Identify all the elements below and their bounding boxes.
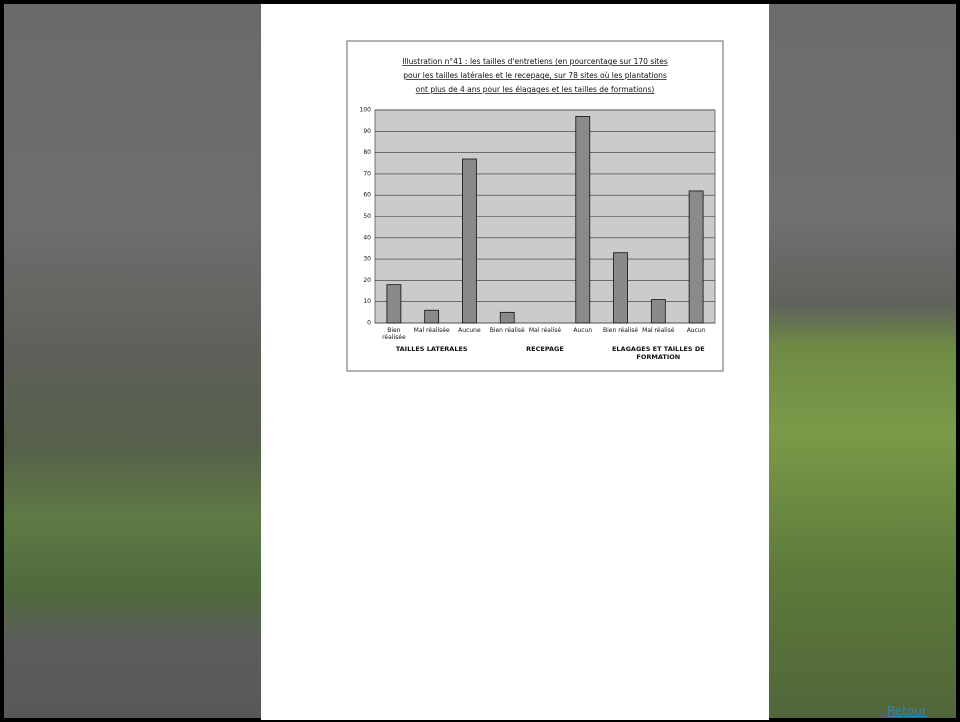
x-tick-label: Aucune (458, 327, 481, 334)
group-label: ELAGAGES ET TAILLES DE FORMATION (611, 345, 705, 361)
x-tick-label: Mal réalisé (642, 327, 675, 334)
background-photo (4, 4, 261, 718)
bar (613, 252, 628, 324)
group-label: RECEPAGE (526, 345, 564, 353)
bar (688, 190, 704, 324)
y-tick-label: 30 (363, 256, 371, 263)
bar (650, 299, 666, 324)
y-tick-label: 50 (363, 213, 371, 220)
bar (462, 158, 477, 324)
x-tick-label: Bien réalisée (382, 327, 406, 341)
y-tick-label: 70 (363, 170, 371, 177)
y-tick-label: 20 (363, 277, 371, 284)
chart-title: Illustration n°41 : les tailles d'entret… (402, 57, 668, 66)
y-tick-label: 10 (363, 298, 371, 305)
y-tick-label: 80 (363, 149, 371, 156)
y-tick-label: 100 (360, 107, 372, 114)
bar (575, 115, 591, 324)
y-tick-label: 90 (363, 128, 371, 135)
y-tick-label: 40 (363, 234, 371, 241)
bar (386, 284, 402, 324)
bar (424, 309, 440, 324)
x-tick-label: Aucun (686, 327, 706, 334)
group-label: TAILLES LATERALES (395, 345, 468, 353)
back-link[interactable]: Retour (887, 704, 927, 718)
background-photo (769, 4, 956, 718)
x-tick-label: Aucun (573, 327, 593, 334)
chart-title: ont plus de 4 ans pour les élagages et l… (416, 85, 655, 94)
bar (499, 311, 515, 324)
y-tick-label: 60 (363, 192, 371, 199)
x-tick-label: Bien réalisé (489, 327, 525, 334)
x-tick-label: Bien réalisé (603, 327, 639, 334)
y-tick-label: 0 (367, 320, 371, 327)
x-tick-label: Mal réalisée (413, 327, 450, 334)
x-tick-label: Mal réalisé (528, 327, 562, 334)
chart-title: pour les tailles latérales et le recepag… (403, 71, 667, 80)
